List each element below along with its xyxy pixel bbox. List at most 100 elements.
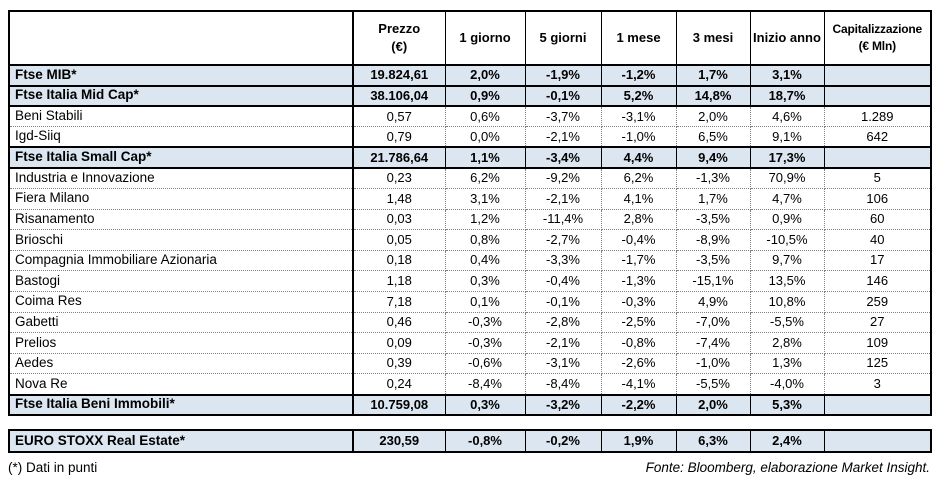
- cell-1-giorno: 1,1%: [444, 146, 526, 169]
- table-row: Compagnia Immobiliare Azionaria 0,18 0,4…: [8, 249, 932, 272]
- cell-prezzo: 230,59: [352, 429, 446, 454]
- cell-5-giorni: -3,7%: [524, 105, 602, 128]
- cell-5-giorni: -0,2%: [524, 429, 602, 454]
- header-empty-cell: [8, 10, 354, 66]
- cell-1-mese: -1,3%: [600, 270, 677, 293]
- cell-inizio-anno: 2,4%: [749, 429, 825, 454]
- cell-1-giorno: 3,1%: [444, 188, 526, 210]
- cell-1-mese: -2,6%: [600, 352, 677, 375]
- cell-prezzo: 10.759,08: [352, 393, 446, 417]
- cell-1-giorno: -0,8%: [444, 429, 526, 454]
- cell-5-giorni: -1,9%: [524, 64, 602, 87]
- cell-prezzo: 21.786,64: [352, 146, 446, 169]
- row-name: Ftse Italia Beni Immobili*: [8, 393, 354, 417]
- cell-5-giorni: -2,8%: [524, 311, 602, 334]
- cell-1-giorno: -0,3%: [444, 311, 526, 334]
- cell-capitalizzazione: 40: [823, 229, 932, 251]
- row-name: Prelios: [8, 332, 354, 354]
- cell-prezzo: 0,79: [352, 126, 446, 148]
- cell-1-mese: -0,4%: [600, 229, 677, 251]
- cell-capitalizzazione: 642: [823, 126, 932, 148]
- cell-5-giorni: -3,4%: [524, 146, 602, 169]
- cell-5-giorni: -0,4%: [524, 270, 602, 293]
- row-name: Aedes: [8, 352, 354, 375]
- table-row: Ftse Italia Mid Cap* 38.106,04 0,9% -0,1…: [8, 84, 932, 108]
- cell-capitalizzazione: [823, 84, 932, 108]
- cell-1-giorno: 2,0%: [444, 64, 526, 87]
- cell-inizio-anno: 9,1%: [749, 126, 825, 148]
- cell-1-giorno: 0,8%: [444, 229, 526, 251]
- cell-capitalizzazione: 17: [823, 249, 932, 272]
- cell-1-giorno: 0,4%: [444, 249, 526, 272]
- cell-inizio-anno: 13,5%: [749, 270, 825, 293]
- cell-3-mesi: -3,5%: [675, 249, 751, 272]
- cell-5-giorni: -2,7%: [524, 229, 602, 251]
- table-row: Bastogi 1,18 0,3% -0,4% -1,3% -15,1% 13,…: [8, 270, 932, 293]
- table-row: Brioschi 0,05 0,8% -2,7% -0,4% -8,9% -10…: [8, 229, 932, 251]
- cell-capitalizzazione: 146: [823, 270, 932, 293]
- cell-capitalizzazione: 60: [823, 208, 932, 231]
- cell-1-giorno: -0,3%: [444, 332, 526, 354]
- table-row: Ftse Italia Beni Immobili* 10.759,08 0,3…: [8, 393, 932, 417]
- cell-5-giorni: -2,1%: [524, 126, 602, 148]
- cell-1-mese: 4,4%: [600, 146, 677, 169]
- cell-3-mesi: 6,5%: [675, 126, 751, 148]
- row-name: Risanamento: [8, 208, 354, 231]
- table-row: Prelios 0,09 -0,3% -2,1% -0,8% -7,4% 2,8…: [8, 332, 932, 354]
- cell-5-giorni: -3,2%: [524, 393, 602, 417]
- table-header: Prezzo (€) 1 giorno 5 giorni 1 mese 3 me…: [8, 10, 932, 66]
- euro-stoxx-table: EURO STOXX Real Estate* 230,59 -0,8% -0,…: [8, 429, 932, 454]
- row-name: Beni Stabili: [8, 105, 354, 128]
- cell-prezzo: 0,39: [352, 352, 446, 375]
- row-name: Igd-Siiq: [8, 126, 354, 148]
- cell-inizio-anno: 17,3%: [749, 146, 825, 169]
- cell-1-giorno: 0,0%: [444, 126, 526, 148]
- footnotes: (*) Dati in punti Fonte: Bloomberg, elab…: [8, 460, 930, 475]
- cell-1-giorno: 0,6%: [444, 105, 526, 128]
- footnote-source: Fonte: Bloomberg, elaborazione Market In…: [645, 460, 930, 476]
- cell-inizio-anno: 5,3%: [749, 393, 825, 417]
- cell-inizio-anno: 70,9%: [749, 167, 825, 190]
- table-row: Industria e Innovazione 0,23 6,2% -9,2% …: [8, 167, 932, 190]
- cell-5-giorni: -3,1%: [524, 352, 602, 375]
- cell-prezzo: 38.106,04: [352, 84, 446, 108]
- cell-1-mese: 5,2%: [600, 84, 677, 108]
- row-name: Nova Re: [8, 373, 354, 395]
- col-header-5-giorni: 5 giorni: [524, 10, 602, 66]
- cell-3-mesi: -7,4%: [675, 332, 751, 354]
- table-row: Nova Re 0,24 -8,4% -8,4% -4,1% -5,5% -4,…: [8, 373, 932, 395]
- table-row: Coima Res 7,18 0,1% -0,1% -0,3% 4,9% 10,…: [8, 291, 932, 313]
- header-row: Prezzo (€) 1 giorno 5 giorni 1 mese 3 me…: [8, 10, 932, 66]
- table-row: Fiera Milano 1,48 3,1% -2,1% 4,1% 1,7% 4…: [8, 188, 932, 210]
- table-body: Ftse MIB* 19.824,61 2,0% -1,9% -1,2% 1,7…: [8, 64, 932, 417]
- row-name: Fiera Milano: [8, 188, 354, 210]
- cell-capitalizzazione: [823, 429, 932, 454]
- table-row: Risanamento 0,03 1,2% -11,4% 2,8% -3,5% …: [8, 208, 932, 231]
- cell-1-giorno: 0,9%: [444, 84, 526, 108]
- row-name: EURO STOXX Real Estate*: [8, 429, 354, 454]
- cell-capitalizzazione: 3: [823, 373, 932, 395]
- cell-1-mese: -0,3%: [600, 291, 677, 313]
- cell-1-mese: 1,9%: [600, 429, 677, 454]
- cell-prezzo: 0,46: [352, 311, 446, 334]
- cell-3-mesi: -1,0%: [675, 352, 751, 375]
- row-name: Bastogi: [8, 270, 354, 293]
- table-row: Ftse Italia Small Cap* 21.786,64 1,1% -3…: [8, 146, 932, 169]
- cell-inizio-anno: -4,0%: [749, 373, 825, 395]
- cell-inizio-anno: 1,3%: [749, 352, 825, 375]
- row-name: Brioschi: [8, 229, 354, 251]
- cell-5-giorni: -0,1%: [524, 291, 602, 313]
- cell-inizio-anno: 18,7%: [749, 84, 825, 108]
- cell-1-giorno: 0,3%: [444, 393, 526, 417]
- performance-table: Prezzo (€) 1 giorno 5 giorni 1 mese 3 me…: [8, 10, 932, 417]
- cell-1-mese: -4,1%: [600, 373, 677, 395]
- row-name: Coima Res: [8, 291, 354, 313]
- cell-1-giorno: -8,4%: [444, 373, 526, 395]
- cell-3-mesi: -5,5%: [675, 373, 751, 395]
- cell-prezzo: 0,24: [352, 373, 446, 395]
- cell-prezzo: 19.824,61: [352, 64, 446, 87]
- cell-prezzo: 0,18: [352, 249, 446, 272]
- footnote-data-in-points: (*) Dati in punti: [8, 460, 98, 476]
- table-row: Aedes 0,39 -0,6% -3,1% -2,6% -1,0% 1,3% …: [8, 352, 932, 375]
- cell-inizio-anno: -10,5%: [749, 229, 825, 251]
